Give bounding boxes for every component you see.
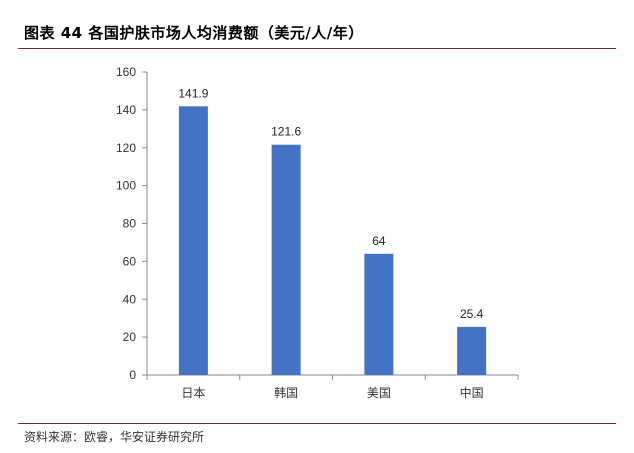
x-tick-label: 美国 bbox=[367, 386, 391, 400]
chart-title: 图表 44 各国护肤市场人均消费额（美元/人/年） bbox=[24, 24, 364, 42]
bar-2 bbox=[271, 144, 301, 375]
y-tick-label: 20 bbox=[123, 330, 137, 344]
y-tick-label: 100 bbox=[116, 179, 136, 193]
data-label: 121.6 bbox=[271, 125, 301, 139]
title-bar: 图表 44 各国护肤市场人均消费额（美元/人/年） bbox=[18, 18, 616, 49]
x-tick-label: 日本 bbox=[181, 386, 205, 400]
data-label: 25.4 bbox=[460, 307, 484, 321]
x-tick-label: 中国 bbox=[460, 385, 484, 400]
y-tick-label: 120 bbox=[116, 141, 136, 155]
data-label: 64 bbox=[372, 234, 386, 248]
data-label: 141.9 bbox=[178, 86, 208, 100]
y-tick-label: 140 bbox=[116, 103, 136, 117]
y-tick-label: 160 bbox=[116, 65, 136, 79]
y-tick-label: 60 bbox=[123, 254, 137, 268]
y-tick-label: 0 bbox=[129, 368, 136, 382]
bar-3 bbox=[364, 253, 394, 375]
bar-4 bbox=[457, 326, 487, 375]
x-tick-label: 韩国 bbox=[274, 385, 298, 400]
y-tick-label: 80 bbox=[123, 217, 137, 231]
source-note: 资料来源：欧睿，华安证券研究所 bbox=[24, 430, 205, 444]
y-tick-label: 40 bbox=[123, 292, 137, 306]
footer-divider bbox=[18, 423, 616, 424]
bar-1 bbox=[178, 106, 208, 375]
